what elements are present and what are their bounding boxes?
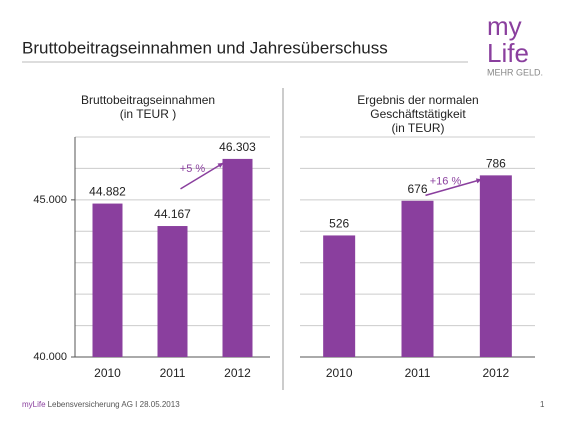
arrow-head	[475, 178, 482, 184]
trend-arrow	[425, 178, 483, 197]
x-tick-label: 2011	[405, 366, 431, 380]
trend-arrow	[180, 162, 224, 190]
y-tick-label: 45.000	[33, 194, 67, 206]
footer-text: Lebensversicherung AG I 28.05.2013	[48, 400, 181, 409]
chart-title: (in TEUR)	[391, 121, 444, 135]
value-label: 44.882	[89, 185, 126, 199]
y-tick-label: 40.000	[33, 351, 67, 363]
bar	[222, 158, 253, 357]
value-label: 786	[486, 157, 506, 171]
bar	[92, 203, 123, 357]
logo-life: Life	[487, 38, 529, 68]
chart-title: Geschäftstätigkeit	[370, 107, 466, 121]
page-number: 1	[540, 400, 545, 409]
logo-tagline: MEHR GELD.	[487, 67, 543, 77]
footer: myLife Lebensversicherung AG I 28.05.2013	[22, 400, 180, 409]
value-label: 44.167	[154, 207, 191, 221]
annotation: +16 %	[430, 175, 462, 187]
bar	[323, 235, 356, 357]
bar	[157, 226, 188, 357]
value-label: 676	[407, 182, 427, 196]
annotation: +5 %	[180, 163, 206, 175]
bar	[479, 175, 512, 357]
arrow-head	[217, 162, 224, 168]
x-tick-label: 2010	[94, 366, 121, 380]
chart-title: Bruttobeitragseinnahmen	[81, 93, 215, 107]
x-tick-label: 2010	[326, 366, 353, 380]
value-label: 46.303	[219, 140, 256, 154]
x-tick-label: 2012	[482, 366, 509, 380]
chart-title: (in TEUR )	[120, 107, 176, 121]
x-tick-label: 2012	[224, 366, 251, 380]
bar	[401, 200, 434, 357]
logo-my: my	[487, 11, 522, 41]
chart-title: Ergebnis der normalen	[357, 93, 478, 107]
footer-brand: myLife	[22, 400, 46, 409]
slide-title: Bruttobeitragseinnahmen und Jahresübersc…	[22, 38, 388, 57]
value-label: 526	[329, 217, 349, 231]
x-tick-label: 2011	[160, 366, 186, 380]
